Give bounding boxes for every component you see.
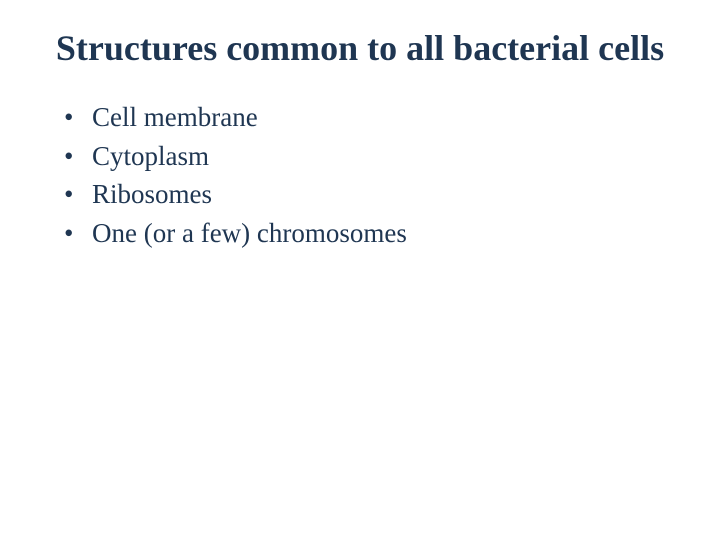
list-item: • One (or a few) chromosomes	[64, 215, 680, 251]
bullet-text: One (or a few) chromosomes	[92, 215, 407, 251]
bullet-icon: •	[64, 99, 92, 135]
bullet-text: Cytoplasm	[92, 138, 209, 174]
slide-title: Structures common to all bacterial cells	[40, 28, 680, 69]
slide-container: Structures common to all bacterial cells…	[0, 0, 720, 540]
list-item: • Cell membrane	[64, 99, 680, 135]
bullet-icon: •	[64, 215, 92, 251]
bullet-text: Cell membrane	[92, 99, 258, 135]
list-item: • Cytoplasm	[64, 138, 680, 174]
list-item: • Ribosomes	[64, 176, 680, 212]
bullet-icon: •	[64, 176, 92, 212]
bullet-text: Ribosomes	[92, 176, 212, 212]
bullet-icon: •	[64, 138, 92, 174]
bullet-list: • Cell membrane • Cytoplasm • Ribosomes …	[40, 99, 680, 251]
